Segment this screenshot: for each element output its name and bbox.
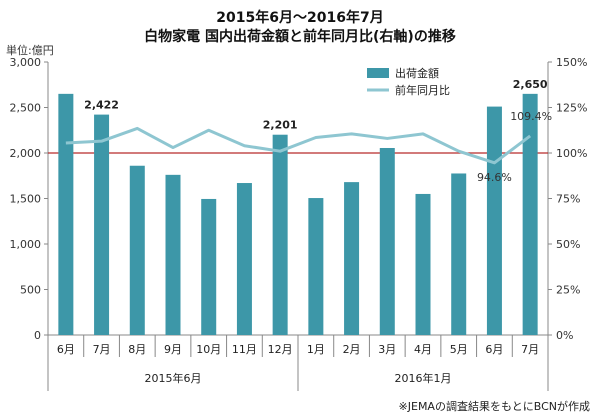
line-value-label: 94.6% — [477, 171, 512, 184]
bar-value-label: 2,201 — [263, 119, 298, 132]
unit-label: 単位:億円 — [6, 44, 54, 57]
group-label: 2015年6月 — [145, 371, 202, 385]
bar-7月 — [522, 93, 538, 335]
left-tick-label: 500 — [20, 284, 41, 297]
line-value-label: 109.4% — [510, 110, 552, 123]
right-tick-label: 50% — [556, 238, 580, 251]
legend-bar-label: 出荷金額 — [395, 66, 439, 80]
source-note: ※JEMAの調査結果をもとにBCNが作成 — [398, 400, 590, 413]
bar-12月 — [272, 134, 288, 335]
bar-6月 — [486, 106, 502, 335]
legend-line-label: 前年同月比 — [395, 83, 450, 97]
right-tick-label: 150% — [556, 56, 587, 69]
category-label: 8月 — [128, 343, 146, 356]
category-label: 9月 — [164, 343, 182, 356]
bar-8月 — [129, 165, 145, 335]
left-tick-label: 1,500 — [10, 193, 42, 206]
left-tick-label: 2,000 — [10, 147, 42, 160]
right-tick-label: 0% — [556, 329, 573, 342]
left-tick-label: 0 — [34, 329, 41, 342]
right-tick-label: 125% — [556, 102, 587, 115]
bar-2月 — [344, 182, 360, 335]
category-label: 6月 — [485, 343, 503, 356]
left-tick-label: 3,000 — [10, 56, 42, 69]
axes-group: 0 500 1,000 1,500 2,000 2,500 3,000 0% 25% 50% 75%… — [10, 56, 587, 391]
bar-6月 — [58, 93, 74, 335]
bar-5月 — [451, 173, 467, 335]
left-tick-label: 1,000 — [10, 238, 42, 251]
bar-4月 — [415, 193, 431, 335]
legend-bar-swatch — [367, 68, 389, 78]
bar-3月 — [379, 147, 395, 335]
category-label: 11月 — [232, 343, 257, 356]
line-series-path — [65, 126, 532, 165]
bar-value-label: 2,650 — [513, 78, 548, 91]
category-label: 2月 — [343, 343, 361, 356]
bar-11月 — [236, 183, 252, 335]
category-label: 7月 — [93, 343, 111, 356]
category-label: 1月 — [307, 343, 325, 356]
bar-1月 — [308, 198, 324, 335]
chart-title-line2: 白物家電 国内出荷金額と前年同月比(右軸)の推移 — [144, 29, 456, 45]
labels-group: 2,422 2,201 2,650 94.6% 109.4% — [84, 78, 552, 184]
bar-10月 — [201, 198, 217, 335]
bar-9月 — [165, 174, 181, 335]
chart-title-line1: 2015年6月～2016年7月 — [216, 10, 384, 26]
category-label: 5月 — [450, 343, 468, 356]
group-label: 2016年1月 — [395, 371, 452, 385]
category-label: 7月 — [521, 343, 539, 356]
line-series-group — [65, 126, 532, 165]
right-tick-label: 100% — [556, 147, 587, 160]
category-label: 12月 — [268, 343, 293, 356]
right-tick-label: 75% — [556, 193, 580, 206]
category-label: 4月 — [414, 343, 432, 356]
left-tick-label: 2,500 — [10, 102, 42, 115]
category-label: 3月 — [378, 343, 396, 356]
right-tick-label: 25% — [556, 284, 580, 297]
bar-7月 — [94, 114, 110, 336]
bar-value-label: 2,422 — [84, 99, 119, 112]
bars-group — [58, 93, 538, 336]
category-label: 6月 — [57, 343, 75, 356]
category-label: 10月 — [196, 343, 221, 356]
